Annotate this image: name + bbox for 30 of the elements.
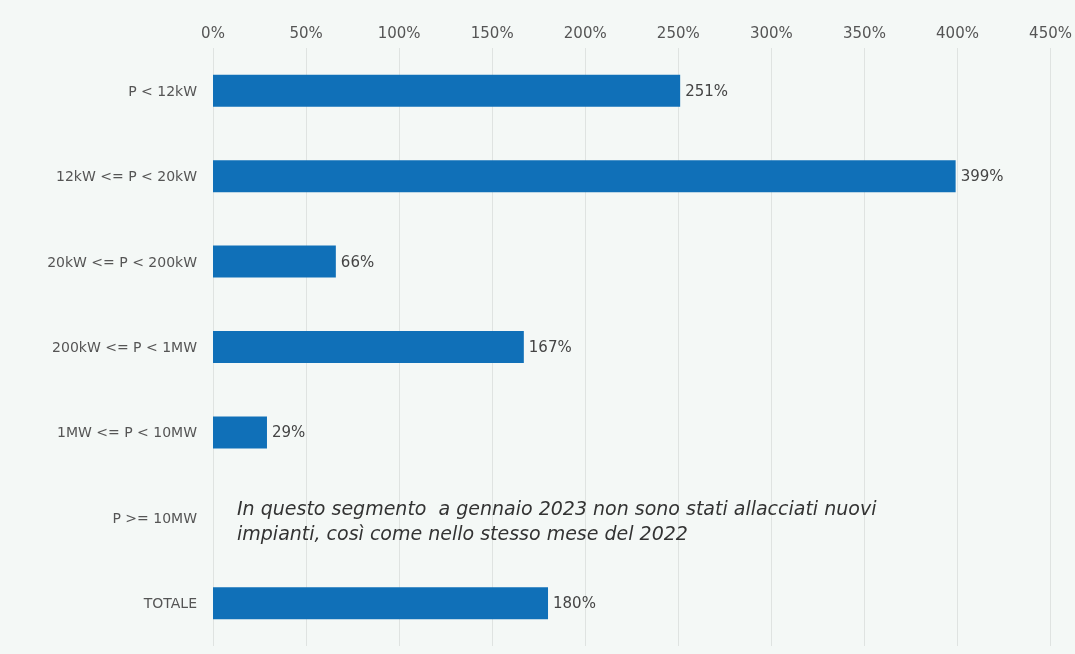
bar	[213, 74, 681, 107]
data-label: 399%	[960, 167, 1004, 186]
x-tick-label: 350%	[842, 23, 886, 42]
y-tick-label: 20kW <= P < 200kW	[47, 253, 198, 270]
y-tick-label: 12kW <= P < 20kW	[56, 168, 198, 185]
data-label: 29%	[271, 423, 306, 442]
y-tick-label: 1MW <= P < 10MW	[57, 424, 198, 441]
annotation: In questo segmento a gennaio 2023 non sono stati allacciati nuovi impianti, così come nello stesso mese del 2022	[237, 497, 883, 545]
x-tick-label: 100%	[377, 23, 421, 42]
bar	[213, 331, 524, 363]
x-tick-label: 150%	[470, 23, 514, 42]
data-label: 180%	[553, 594, 596, 613]
x-tick-label: 450%	[1029, 23, 1072, 42]
y-tick-label: TOTALE	[142, 595, 197, 612]
x-tick-label: 400%	[936, 23, 979, 42]
data-label: 66%	[340, 252, 375, 271]
x-tick-label: 250%	[656, 23, 700, 42]
y-tick-label: P < 12kW	[128, 82, 198, 99]
data-label: 251%	[685, 81, 729, 100]
y-tick-label: P >= 10MW	[112, 509, 198, 526]
y-tick-label: 200kW <= P < 1MW	[52, 339, 198, 355]
bar	[213, 160, 956, 193]
bar	[213, 587, 549, 620]
x-tick-label: 300%	[749, 23, 793, 42]
bar	[213, 245, 336, 278]
bar	[213, 416, 267, 449]
x-tick-label: 0%	[201, 23, 225, 42]
x-tick-label: 50%	[289, 23, 323, 42]
x-tick-label: 200%	[563, 23, 607, 42]
data-label: 167%	[528, 338, 572, 356]
